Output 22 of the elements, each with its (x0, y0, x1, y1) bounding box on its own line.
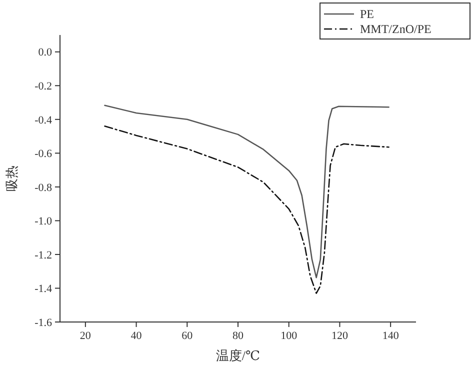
y-tick-label: -0.8 (34, 182, 52, 194)
y-tick-label: -0.6 (34, 148, 52, 160)
line-series (104, 104, 390, 278)
x-tick-label: 100 (280, 330, 298, 342)
x-tick-label: 40 (130, 330, 142, 342)
x-tick-label: 60 (182, 330, 194, 342)
x-tick-label: 140 (382, 330, 400, 342)
y-tick-label: -0.2 (34, 80, 52, 92)
y-tick-label: -0.4 (34, 114, 52, 126)
x-axis-title: 温度/℃ (216, 348, 260, 363)
y-axis-title: 吸热 (4, 166, 19, 192)
x-tick-label: 80 (232, 330, 244, 342)
legend-label: PE (360, 7, 374, 22)
y-tick-label: -1.2 (34, 249, 52, 262)
y-tick-label: -1.6 (34, 316, 52, 329)
line-series (104, 126, 390, 294)
x-tick-label: 120 (331, 330, 348, 342)
y-tick-label: -1.4 (34, 283, 52, 296)
x-tick-label: 20 (80, 330, 92, 342)
y-tick-label: -1.0 (34, 216, 52, 228)
y-tick-label: 0.0 (38, 46, 52, 59)
legend-label: MMT/ZnO/PE (360, 22, 432, 36)
